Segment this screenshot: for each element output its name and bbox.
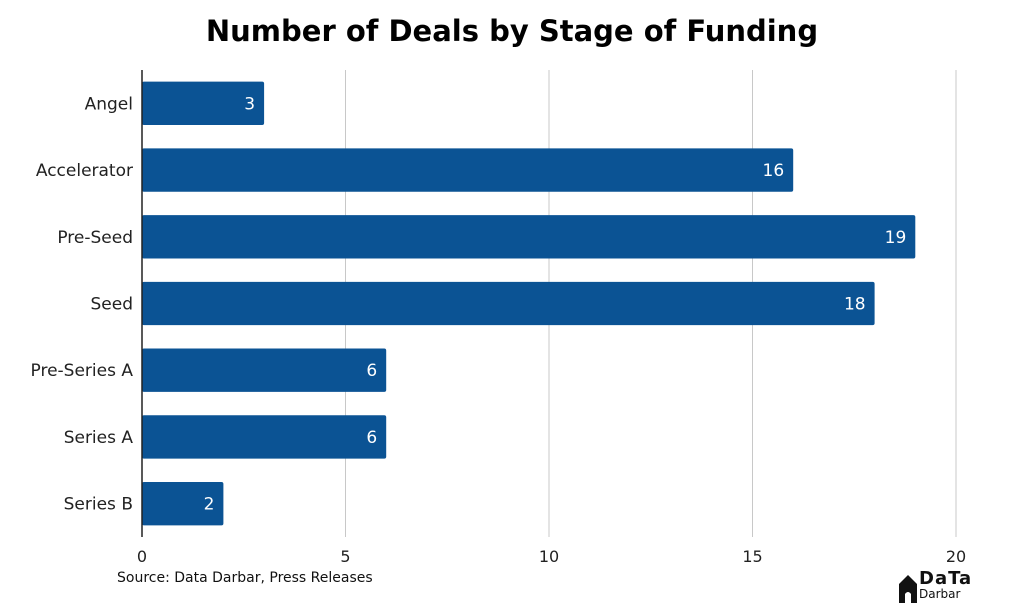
category-label: Series A (64, 428, 134, 448)
bar-value-label: 3 (244, 94, 255, 114)
x-tick-label: 15 (742, 547, 762, 566)
data-darbar-logo: DaTa Darbar (898, 568, 978, 604)
logo-text-top: DaTa (919, 568, 973, 589)
bar-value-label: 19 (885, 228, 907, 248)
category-label: Seed (91, 295, 134, 315)
source-note: Source: Data Darbar, Press Releases (117, 570, 373, 586)
x-tick-label: 0 (137, 547, 147, 566)
bar-value-label: 6 (366, 361, 377, 381)
bar-series-a (142, 415, 387, 459)
bar-pre-seed (142, 215, 916, 259)
bar-accelerator (142, 148, 794, 192)
category-label: Pre-Seed (57, 228, 133, 248)
house-icon (899, 575, 917, 603)
chart-title: Number of Deals by Stage of Funding (205, 14, 819, 48)
bars (142, 81, 916, 526)
category-label: Pre-Series A (31, 361, 134, 381)
bar-seed (142, 281, 875, 326)
bar-pre-series-a (142, 348, 387, 392)
x-tick-label: 20 (946, 547, 966, 566)
bar-series-b (142, 481, 224, 526)
category-label: Angel (85, 94, 133, 114)
category-label: Accelerator (36, 161, 133, 181)
logo-text-bottom: Darbar (919, 587, 961, 601)
bar-value-label: 18 (844, 295, 866, 315)
x-tick-label: 5 (340, 547, 350, 566)
labels: 0 5 10 15 20 Angel 3 Accelerator 16 Pre-Seed 19 See… (31, 94, 967, 566)
x-tick-label: 10 (539, 547, 559, 566)
bar-angel (142, 81, 265, 126)
bar-value-label: 16 (763, 161, 785, 181)
bar-value-label: 2 (204, 495, 215, 515)
category-label: Series B (64, 495, 133, 515)
bar-value-label: 6 (366, 428, 377, 448)
